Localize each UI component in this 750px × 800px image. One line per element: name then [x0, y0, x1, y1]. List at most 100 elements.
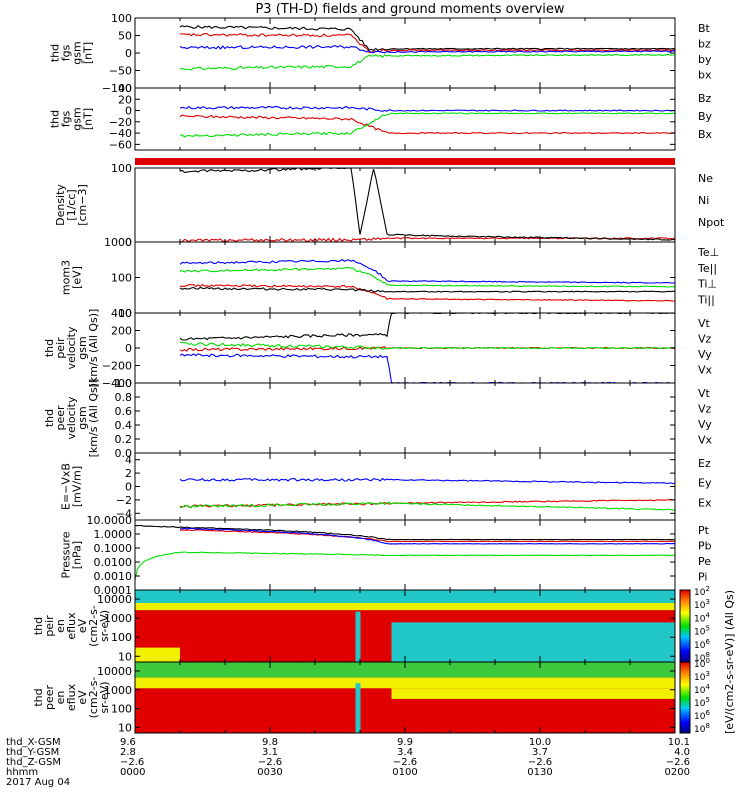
legend-Ez: Ez	[698, 457, 711, 470]
spectrogram-low-band	[135, 647, 180, 662]
series-Ex	[179, 477, 676, 485]
series-Ti⊥	[179, 258, 676, 284]
y-axis-label-line: mom3	[60, 260, 73, 295]
y-axis-label-line: thd	[49, 110, 62, 128]
legend-Ne: Ne	[698, 172, 713, 185]
x-tick-value: −2.6	[258, 757, 282, 768]
y-axis-label: thdpeerenefluxeV(cm2-s-sr-eV)	[32, 677, 111, 719]
y-axis-label-line: gsm	[71, 41, 84, 64]
y-axis-label-line: (cm2-s-	[87, 677, 100, 719]
y-tick-label: 0	[125, 47, 132, 60]
spectrogram-band	[135, 677, 675, 689]
series-Vt	[179, 312, 676, 341]
spectrogram-dropout	[355, 683, 361, 733]
y-tick-label: 50	[118, 30, 132, 43]
series-by	[179, 53, 675, 71]
x-row-label: thd_Z-GSM	[6, 757, 61, 768]
x-tick-value: 9.8	[262, 737, 278, 748]
colorbar-tick-label: 105	[694, 625, 710, 638]
y-axis-label-line: thd	[43, 409, 56, 427]
x-tick-value: −2.6	[666, 757, 690, 768]
panel-frame	[134, 167, 676, 243]
colorbar-base: 10	[694, 588, 706, 598]
y-tick-label: 100	[111, 631, 132, 644]
legend-Vz: Vz	[698, 333, 712, 346]
y-axis-label: E=−VxB[mV/m]	[60, 463, 84, 510]
y-tick-label: 0.1000	[94, 542, 133, 555]
colorbar-tick-label: 105	[694, 696, 710, 709]
series-Ti||	[179, 266, 676, 288]
y-axis-label-line: fgs	[60, 44, 73, 61]
y-axis-label-line: thd	[32, 617, 45, 635]
x-tick-value: 0000	[120, 767, 145, 778]
x-tick-value: 3.4	[397, 747, 413, 758]
y-tick-label: −400	[102, 377, 132, 390]
legend-Pt: Pt	[698, 524, 710, 537]
y-axis-label-line: velocity	[65, 326, 78, 369]
y-axis-label-line: [nT]	[82, 42, 95, 64]
x-tick-value: 0030	[257, 767, 282, 778]
y-axis-label-line: eflux	[65, 612, 78, 640]
colorbar-exp: 6	[705, 709, 710, 717]
y-tick-label: −2	[116, 494, 132, 507]
legend-Pb: Pb	[698, 540, 712, 553]
legend-bx: bx	[698, 69, 712, 82]
series-Bz	[179, 114, 676, 135]
legend-Vx: Vx	[698, 434, 713, 447]
spectrogram-lower-region	[391, 622, 675, 662]
legend-Ni: Ni	[698, 194, 709, 207]
y-tick-label: 2	[125, 467, 132, 480]
x-tick-value: 3.7	[532, 747, 548, 758]
y-tick-label: −20	[109, 116, 132, 129]
x-tick-value: 0100	[392, 767, 417, 778]
y-tick-label: 0.0100	[94, 556, 133, 569]
x-tick-value: 2.8	[120, 747, 136, 758]
series-Ne	[179, 237, 676, 243]
panel-frame	[134, 17, 676, 89]
y-tick-label: 0.0001	[94, 584, 133, 597]
colorbar-exp: 6	[705, 638, 710, 646]
series-Bt	[179, 24, 676, 52]
y-tick-label: −4	[116, 507, 132, 520]
colorbar-base: 10	[694, 654, 706, 664]
panel-fgs-gsm: 100 50 0 −50 −100 thdfgsgsm[nT] Bt bz by bx	[49, 12, 712, 95]
spectrogram-band	[135, 602, 675, 611]
colorbar-tick-label: 103	[694, 598, 710, 611]
y-tick-label: 0	[125, 342, 132, 355]
y-axis-label: thdpeirenefluxeV(cm2-s-sr-eV)	[32, 605, 111, 647]
colorbar-exp: 4	[705, 683, 710, 691]
y-axis-label-line: sr-eV)	[98, 610, 111, 642]
y-tick-label: 100	[111, 703, 132, 716]
y-tick-label: 1.0000	[94, 528, 133, 541]
panel-peir-spec: 10000 1000 100 10 thdpeirenefluxeV(cm2-s-sr-…	[32, 589, 676, 663]
series-Vx	[179, 353, 675, 384]
legend-Vx: Vx	[698, 364, 713, 377]
series-Ni	[179, 167, 676, 241]
legend-Vy: Vy	[698, 418, 712, 431]
y-tick-label: 0.0010	[94, 570, 133, 583]
colorbar-tick-label: 108	[694, 651, 710, 664]
y-tick-label: 4	[125, 454, 132, 467]
colorbar-exp: 3	[705, 598, 709, 606]
legend-Ey: Ey	[698, 477, 712, 490]
legend-Bx: Bx	[698, 128, 713, 141]
y-tick-label: −60	[109, 138, 132, 151]
y-axis-label-line: peer	[54, 405, 67, 431]
y-axis-label-line: E=−VxB	[60, 463, 73, 510]
x-tick-value: 4.0	[674, 747, 690, 758]
y-axis-label: thdpeirvelocitygsm[km/s (All Qs)]	[43, 309, 100, 388]
legend-Vz: Vz	[698, 403, 712, 416]
y-tick-label: 40	[118, 82, 132, 95]
colorbar-tick-label: 104	[694, 611, 710, 624]
colorbar-base: 10	[694, 673, 706, 683]
x-tick-value: 9.9	[397, 737, 413, 748]
y-axis-label-line: [mV/m]	[71, 466, 84, 507]
legend-Bt: Bt	[698, 22, 711, 35]
y-tick-label: 0	[125, 236, 132, 249]
y-tick-label: 0.8	[115, 391, 133, 404]
